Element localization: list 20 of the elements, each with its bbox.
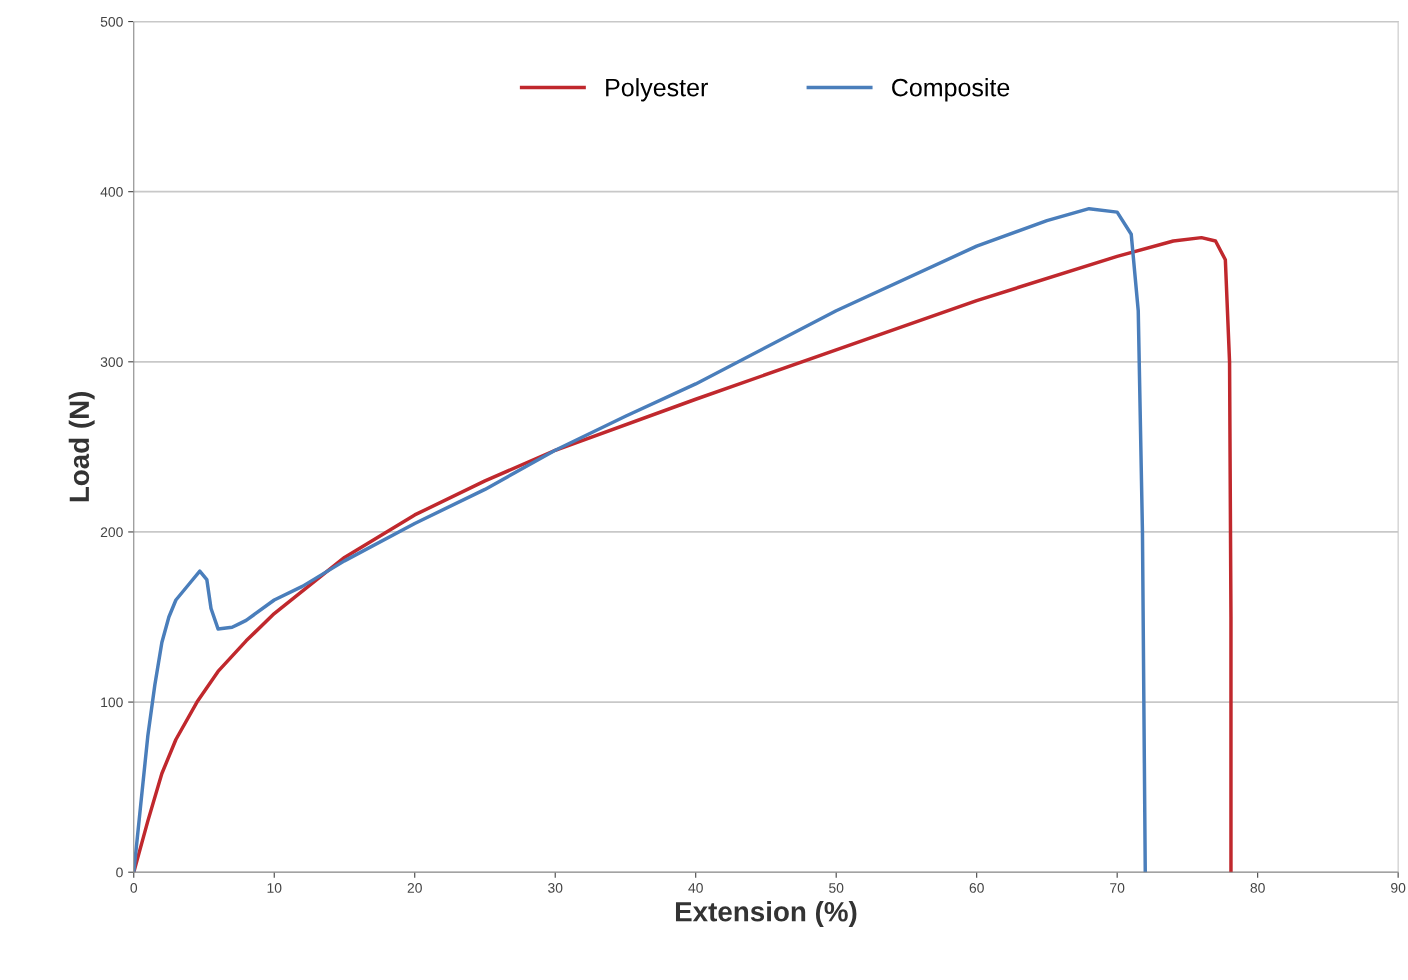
- x-axis-title: Extension (%): [675, 901, 857, 928]
- y-tick-label: 300: [100, 357, 123, 367]
- y-tick-label: 200: [100, 527, 123, 538]
- y-axis-title: Load (N): [68, 391, 95, 502]
- y-tick-label: 500: [100, 16, 123, 27]
- x-tick-label: 50: [829, 882, 844, 893]
- y-tick-label: 400: [100, 187, 123, 197]
- x-tick-label: 20: [407, 882, 422, 893]
- x-tick-label: 10: [267, 882, 282, 893]
- x-tick-label: 70: [1110, 882, 1125, 893]
- legend-label: Polyester: [606, 78, 708, 102]
- x-tick-label: 30: [548, 882, 563, 893]
- x-tick-label: 60: [969, 882, 984, 893]
- y-tick-label: 0: [116, 867, 123, 878]
- legend-label: Composite: [892, 78, 1010, 102]
- x-tick-label: 90: [1391, 882, 1406, 893]
- x-tick-label: 0: [130, 882, 138, 893]
- x-tick-label: 80: [1250, 882, 1265, 893]
- y-tick-label: 100: [101, 697, 123, 708]
- x-tick-label: 40: [688, 882, 703, 893]
